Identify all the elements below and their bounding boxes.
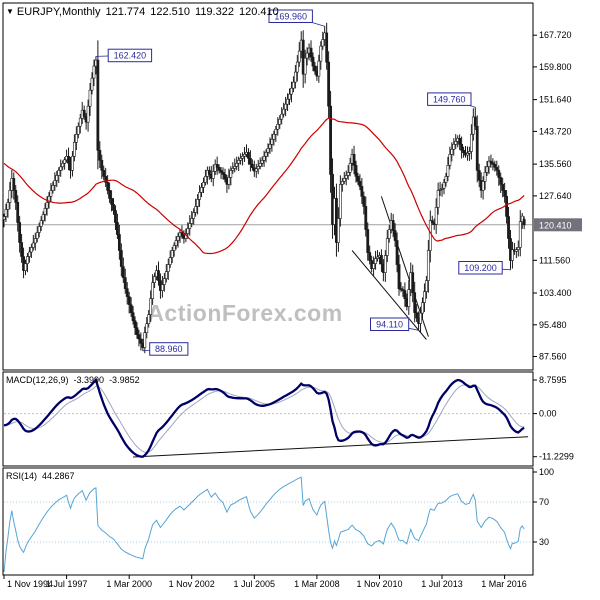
rsi-axis-label: 70 [539, 497, 549, 507]
price-annotation[interactable]: 169.960 [268, 9, 325, 27]
price-annotation[interactable]: 109.200 [458, 261, 511, 275]
candles [2, 22, 526, 354]
price-axis-label: 103.400 [539, 288, 572, 298]
price-axis-label: 167.720 [539, 30, 572, 40]
date-axis-label: 1 Nov 2010 [356, 579, 402, 589]
macd-trendline[interactable] [133, 436, 529, 458]
macd-line[interactable] [3, 377, 525, 458]
price-axis-label: 159.800 [539, 62, 572, 72]
symbol-timeframe: EURJPY,Monthly [16, 6, 101, 18]
chart-title: ▼ EURJPY,Monthly 121.774 122.510 119.322 120.… [6, 6, 279, 18]
price-annotations: 169.960 162.420 149.760 109.200 94.110 88.960 [95, 9, 511, 356]
ohlc-open: 121.774 [105, 6, 146, 18]
macd-signal-line[interactable] [4, 384, 525, 453]
macd-axis-label: 8.7595 [539, 375, 567, 385]
price-annotation[interactable]: 149.760 [427, 92, 476, 108]
price-annotation-label: 162.420 [114, 51, 147, 61]
price-axis-label: 151.640 [539, 95, 572, 105]
price-annotation-label: 169.960 [274, 11, 307, 21]
date-axis-label: 1 Nov 1994 [7, 579, 53, 589]
ohlc-low: 119.322 [195, 6, 234, 18]
rsi-axis-label: 100 [539, 467, 554, 477]
date-axis-label: 1 Jul 1997 [46, 579, 88, 589]
price-axis-label: 143.720 [539, 126, 572, 136]
price-annotation-label: 94.110 [376, 320, 403, 330]
rsi-value: 44.2867 [42, 471, 75, 481]
current-price-box [534, 218, 582, 232]
macd-signal-value: -3.9852 [109, 375, 140, 385]
rsi-axis-label: 30 [539, 537, 549, 547]
price-axis-label: 127.640 [539, 191, 572, 201]
macd-axis-label: 0.00 [539, 409, 557, 419]
macd-value: -3.3990 [73, 375, 105, 385]
price-trendline-1[interactable] [351, 250, 427, 340]
price-annotation-label: 149.760 [433, 94, 466, 104]
macd-axis-label: -11.2299 [539, 452, 574, 462]
panel-borders [2, 2, 534, 576]
date-axis-label: 1 Jul 2013 [421, 579, 463, 589]
current-price-label: 120.410 [539, 220, 572, 230]
macd-name: MACD(12,26,9) [6, 375, 69, 385]
price-axis: 167.720 159.800 151.640 143.720 135.560 127.6… [533, 30, 582, 547]
price-annotation[interactable]: 88.960 [142, 342, 189, 356]
main-panel [4, 196, 532, 340]
date-axis-label: 1 Nov 2002 [169, 579, 215, 589]
main-panel-border [2, 2, 534, 371]
date-axis-label: 1 Jul 2005 [234, 579, 276, 589]
rsi-name: RSI(14) [6, 471, 38, 481]
date-axis-label: 1 Mar 2008 [294, 579, 340, 589]
price-annotation-label: 88.960 [155, 344, 183, 354]
date-axis-label: 1 Mar 2016 [481, 579, 527, 589]
price-axis-label: 95.480 [539, 320, 567, 330]
price-annotation[interactable]: 94.110 [370, 317, 419, 331]
ohlc-high: 122.510 [150, 6, 191, 18]
rsi-label: RSI(14) 44.2867 [6, 471, 80, 481]
symbol-marker-icon: ▼ [6, 7, 14, 16]
rsi-line[interactable] [3, 476, 525, 573]
macd-label: MACD(12,26,9) -3.3990 -3.9852 [6, 375, 145, 385]
rsi-panel-border [2, 467, 534, 576]
price-annotation[interactable]: 162.420 [95, 48, 153, 63]
price-axis-label: 87.560 [539, 352, 567, 362]
ma-line[interactable] [3, 117, 525, 255]
ohlc-close: 120.410 [238, 6, 279, 18]
watermark: ActionForex.com [147, 300, 343, 326]
date-axis-label: 1 Mar 2000 [106, 579, 152, 589]
price-annotation-label: 109.200 [464, 263, 497, 273]
macd-panel-border [2, 371, 534, 467]
price-axis-label: 111.560 [539, 255, 570, 265]
price-axis-label: 135.560 [539, 159, 572, 169]
